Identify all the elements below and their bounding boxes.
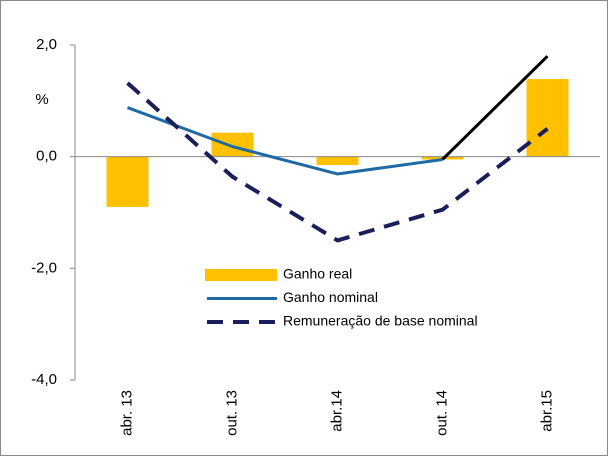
legend-swatch — [205, 269, 277, 281]
bar — [106, 156, 149, 207]
x-tick-label: abr.15 — [538, 390, 555, 432]
bar — [316, 156, 359, 166]
legend-label: Remuneração de base nominal — [283, 313, 478, 329]
x-tick-label: abr.14 — [328, 390, 345, 432]
x-tick-label: abr. 13 — [118, 390, 135, 436]
y-tick-label: 2,0 — [36, 36, 57, 53]
legend: Ganho real Ganho nominal Remuneração de ba… — [205, 266, 478, 329]
y-tick-label: -2,0 — [31, 259, 57, 276]
line — [441, 55, 549, 161]
x-tick-label: out. 13 — [223, 390, 240, 436]
y-axis-label: % — [35, 91, 48, 108]
bar — [211, 132, 254, 157]
y-tick-label: -4,0 — [31, 371, 57, 388]
y-tick-label: 0,0 — [36, 148, 57, 165]
x-tick-label: out. 14 — [433, 390, 450, 436]
bar — [526, 79, 569, 157]
line — [126, 81, 549, 243]
legend-label: Ganho nominal — [283, 289, 378, 305]
legend-label: Ganho real — [283, 266, 352, 282]
line — [126, 106, 443, 176]
